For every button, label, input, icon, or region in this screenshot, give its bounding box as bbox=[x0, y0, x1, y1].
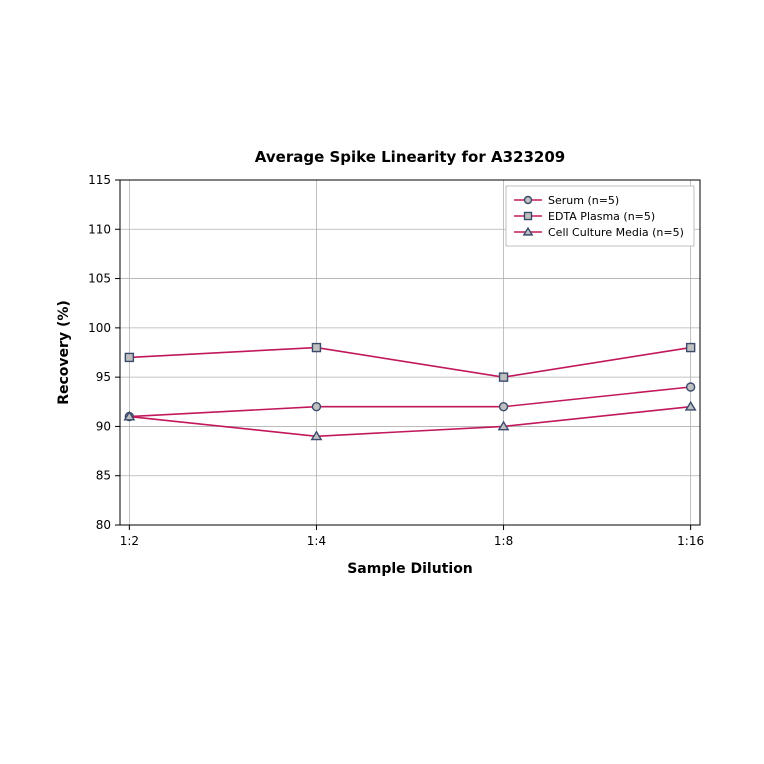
data-marker bbox=[125, 353, 133, 361]
data-marker bbox=[500, 373, 508, 381]
legend-label: Serum (n=5) bbox=[548, 194, 619, 207]
chart-container: 80 85 90 95 100 105 110 115 1:2 1:4 1:8 1:16 Sample … bbox=[0, 0, 764, 764]
legend-marker bbox=[525, 213, 532, 220]
ytick-label: 80 bbox=[96, 518, 111, 532]
x-axis-label: Sample Dilution bbox=[347, 561, 473, 577]
legend-label: Cell Culture Media (n=5) bbox=[548, 226, 684, 239]
xtick-label: 1:16 bbox=[677, 534, 704, 548]
ytick-label: 100 bbox=[88, 321, 111, 335]
legend-marker bbox=[525, 197, 532, 204]
data-marker bbox=[312, 403, 320, 411]
data-marker bbox=[687, 383, 695, 391]
xtick-label: 1:4 bbox=[307, 534, 326, 548]
ytick-label: 95 bbox=[96, 370, 111, 384]
y-axis-label: Recovery (%) bbox=[56, 300, 72, 405]
chart-title: Average Spike Linearity for A323209 bbox=[255, 148, 565, 166]
data-marker bbox=[312, 344, 320, 352]
ytick-label: 110 bbox=[88, 222, 111, 236]
line-chart: 80 85 90 95 100 105 110 115 1:2 1:4 1:8 1:16 Sample … bbox=[0, 0, 764, 764]
ytick-label: 85 bbox=[96, 469, 111, 483]
ytick-label: 105 bbox=[88, 272, 111, 286]
ytick-label: 115 bbox=[88, 173, 111, 187]
legend-label: EDTA Plasma (n=5) bbox=[548, 210, 655, 223]
xtick-label: 1:2 bbox=[120, 534, 139, 548]
data-marker bbox=[500, 403, 508, 411]
ytick-label: 90 bbox=[96, 419, 111, 433]
data-marker bbox=[687, 344, 695, 352]
xtick-label: 1:8 bbox=[494, 534, 513, 548]
